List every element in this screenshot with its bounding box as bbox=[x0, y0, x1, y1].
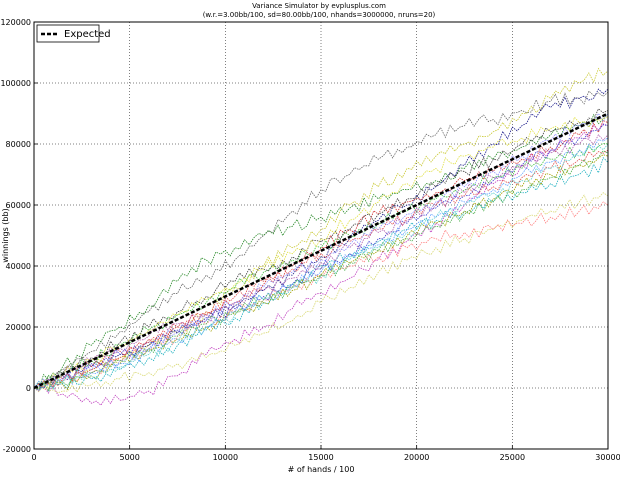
series-run-line bbox=[33, 201, 609, 392]
chart-title: Variance Simulator by evplusplus.com bbox=[252, 2, 386, 10]
x-tick-label: 20000 bbox=[404, 453, 429, 462]
series-expected-line bbox=[33, 112, 609, 390]
y-tick-label: 100000 bbox=[0, 79, 31, 88]
x-tick-label: 10000 bbox=[213, 453, 238, 462]
chart-subtitle: (w.r.=3.00bb/100, sd=80.00bb/100, nhands… bbox=[203, 11, 436, 19]
series-run-line bbox=[33, 137, 609, 389]
y-tick-label: 120000 bbox=[0, 18, 31, 27]
x-tick-label: 25000 bbox=[500, 453, 525, 462]
y-tick-label: 80000 bbox=[6, 140, 31, 149]
series-run-line bbox=[33, 154, 609, 391]
legend: Expected bbox=[36, 24, 111, 43]
series-run-line bbox=[33, 142, 609, 389]
series-run-line bbox=[33, 143, 609, 392]
series-layer bbox=[33, 67, 609, 406]
y-tick-label: 40000 bbox=[6, 262, 31, 271]
grid bbox=[33, 21, 609, 450]
x-tick-label: 15000 bbox=[308, 453, 333, 462]
legend-label-expected: Expected bbox=[64, 29, 111, 40]
series-run-line bbox=[33, 192, 609, 394]
series-run-line bbox=[33, 88, 609, 391]
x-tick-label: 5000 bbox=[119, 453, 139, 462]
legend-box bbox=[36, 24, 100, 43]
y-tick-label: 0 bbox=[26, 384, 31, 393]
y-axis-label: winnings (bb) bbox=[1, 208, 10, 262]
series-run-line bbox=[33, 157, 609, 393]
series-run-line bbox=[33, 108, 609, 390]
x-tick-label: 0 bbox=[31, 453, 36, 462]
series-run-line bbox=[33, 150, 609, 392]
series-run-line bbox=[33, 123, 609, 406]
series-run-line bbox=[33, 90, 609, 389]
x-axis-label: # of hands / 100 bbox=[288, 465, 355, 474]
x-tick-label: 30000 bbox=[595, 453, 620, 462]
y-tick-label: -20000 bbox=[3, 445, 31, 454]
y-tick-label: 20000 bbox=[6, 323, 31, 332]
axis-ticks: 0 5000 10000 15000 20000 25000 30000-200000200… bbox=[0, 18, 620, 462]
series-run-line bbox=[33, 116, 609, 390]
series-run-line bbox=[33, 67, 609, 391]
y-tick-label: 60000 bbox=[6, 201, 31, 210]
